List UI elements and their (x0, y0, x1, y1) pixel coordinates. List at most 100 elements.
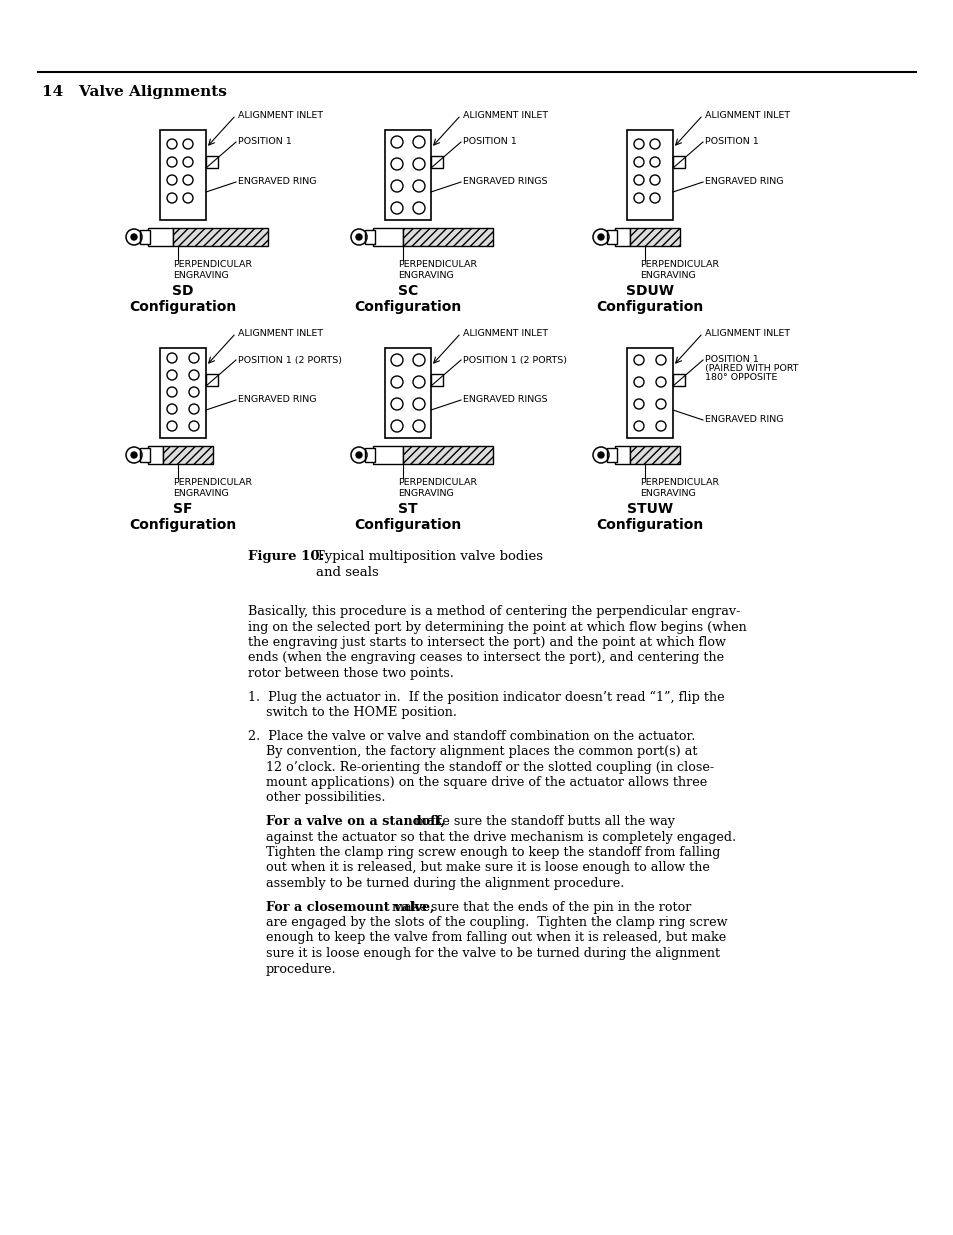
Text: the engraving just starts to intersect the port) and the point at which flow: the engraving just starts to intersect t… (248, 636, 725, 650)
Bar (626, 348, 672, 438)
Text: PERPENDICULAR: PERPENDICULAR (397, 478, 476, 487)
Text: ENGRAVED RINGS: ENGRAVED RINGS (462, 395, 547, 405)
Text: 12 o’clock. Re-orienting the standoff or the slotted coupling (in close-: 12 o’clock. Re-orienting the standoff or… (266, 761, 714, 773)
Bar (672, 373, 684, 385)
Text: SDUW: SDUW (625, 284, 673, 298)
Text: PERPENDICULAR: PERPENDICULAR (397, 261, 476, 269)
Text: other possibilities.: other possibilities. (266, 792, 385, 804)
Text: 1.  Plug the actuator in.  If the position indicator doesn’t read “1”, flip the: 1. Plug the actuator in. If the position… (248, 690, 724, 704)
Text: ALIGNMENT INLET: ALIGNMENT INLET (237, 329, 323, 337)
Text: PERPENDICULAR: PERPENDICULAR (172, 261, 252, 269)
Text: PERPENDICULAR: PERPENDICULAR (639, 261, 719, 269)
Bar (148, 228, 172, 246)
Text: ALIGNMENT INLET: ALIGNMENT INLET (462, 329, 548, 337)
Text: ALIGNMENT INLET: ALIGNMENT INLET (704, 110, 789, 120)
Text: For a valve on a standoff,: For a valve on a standoff, (266, 815, 445, 827)
Text: 2.  Place the valve or valve and standoff combination on the actuator.: 2. Place the valve or valve and standoff… (248, 730, 695, 742)
Text: Configuration: Configuration (130, 300, 236, 314)
Text: Configuration: Configuration (354, 300, 461, 314)
Text: ENGRAVING: ENGRAVING (397, 270, 454, 280)
Text: Tighten the clamp ring screw enough to keep the standoff from falling: Tighten the clamp ring screw enough to k… (266, 846, 720, 860)
Text: POSITION 1: POSITION 1 (704, 356, 758, 364)
Text: ENGRAVING: ENGRAVING (397, 489, 454, 498)
Text: SF: SF (173, 501, 193, 516)
Text: procedure.: procedure. (266, 962, 336, 976)
Bar (431, 156, 442, 168)
Circle shape (131, 452, 137, 458)
Bar (385, 348, 431, 438)
Text: make sure the standoff butts all the way: make sure the standoff butts all the way (411, 815, 675, 827)
Text: SC: SC (397, 284, 417, 298)
Text: ALIGNMENT INLET: ALIGNMENT INLET (462, 110, 548, 120)
Text: ALIGNMENT INLET: ALIGNMENT INLET (704, 329, 789, 337)
Bar (160, 130, 206, 220)
Bar (172, 228, 268, 246)
Text: ENGRAVING: ENGRAVING (639, 270, 695, 280)
Bar (402, 446, 493, 464)
Text: ENGRAVING: ENGRAVING (639, 489, 695, 498)
Text: sure it is loose enough for the valve to be turned during the alignment: sure it is loose enough for the valve to… (266, 947, 720, 960)
Bar (606, 448, 617, 462)
Bar (373, 228, 402, 246)
Bar (629, 228, 679, 246)
Bar (385, 130, 431, 220)
Text: rotor between those two points.: rotor between those two points. (248, 667, 454, 680)
Text: enough to keep the valve from falling out when it is released, but make: enough to keep the valve from falling ou… (266, 931, 725, 945)
Text: Configuration: Configuration (354, 517, 461, 532)
Text: ALIGNMENT INLET: ALIGNMENT INLET (237, 110, 323, 120)
Text: ST: ST (397, 501, 417, 516)
Text: Configuration: Configuration (596, 517, 703, 532)
Text: (PAIRED WITH PORT: (PAIRED WITH PORT (704, 364, 798, 373)
Bar (140, 448, 150, 462)
Text: POSITION 1 (2 PORTS): POSITION 1 (2 PORTS) (462, 356, 566, 364)
Text: assembly to be turned during the alignment procedure.: assembly to be turned during the alignme… (266, 877, 623, 890)
Text: 14   Valve Alignments: 14 Valve Alignments (42, 85, 227, 99)
Text: ing on the selected port by determining the point at which flow begins (when: ing on the selected port by determining … (248, 620, 746, 634)
Bar (373, 446, 402, 464)
Text: STUW: STUW (626, 501, 673, 516)
Circle shape (355, 452, 361, 458)
Text: ENGRAVED RING: ENGRAVED RING (704, 178, 782, 186)
Text: POSITION 1: POSITION 1 (462, 137, 517, 147)
Text: out when it is released, but make sure it is loose enough to allow the: out when it is released, but make sure i… (266, 862, 709, 874)
Text: ENGRAVING: ENGRAVING (172, 489, 229, 498)
Text: and seals: and seals (315, 566, 378, 579)
Text: Figure 10:: Figure 10: (248, 550, 324, 563)
Bar (206, 373, 218, 385)
Text: ENGRAVED RING: ENGRAVED RING (704, 415, 782, 425)
Text: Basically, this procedure is a method of centering the perpendicular engrav-: Basically, this procedure is a method of… (248, 605, 740, 618)
Bar (402, 228, 493, 246)
Text: 180° OPPOSITE: 180° OPPOSITE (704, 373, 777, 383)
Text: POSITION 1: POSITION 1 (237, 137, 292, 147)
Text: Configuration: Configuration (130, 517, 236, 532)
Bar (163, 446, 213, 464)
Bar (148, 446, 163, 464)
Bar (626, 130, 672, 220)
Text: PERPENDICULAR: PERPENDICULAR (639, 478, 719, 487)
Bar (615, 228, 629, 246)
Bar (365, 230, 375, 245)
Text: POSITION 1 (2 PORTS): POSITION 1 (2 PORTS) (237, 356, 341, 364)
Text: Configuration: Configuration (596, 300, 703, 314)
Bar (615, 446, 629, 464)
Text: By convention, the factory alignment places the common port(s) at: By convention, the factory alignment pla… (266, 745, 697, 758)
Bar (160, 348, 206, 438)
Text: ENGRAVED RING: ENGRAVED RING (237, 395, 316, 405)
Circle shape (598, 233, 603, 240)
Text: POSITION 1: POSITION 1 (704, 137, 758, 147)
Bar (140, 230, 150, 245)
Circle shape (355, 233, 361, 240)
Bar (606, 230, 617, 245)
Bar (431, 373, 442, 385)
Text: mount applications) on the square drive of the actuator allows three: mount applications) on the square drive … (266, 776, 706, 789)
Bar (672, 156, 684, 168)
Text: ENGRAVED RINGS: ENGRAVED RINGS (462, 178, 547, 186)
Bar (629, 446, 679, 464)
Text: are engaged by the slots of the coupling.  Tighten the clamp ring screw: are engaged by the slots of the coupling… (266, 916, 727, 929)
Text: ENGRAVED RING: ENGRAVED RING (237, 178, 316, 186)
Text: For a closemount valve,: For a closemount valve, (266, 900, 434, 914)
Circle shape (131, 233, 137, 240)
Text: PERPENDICULAR: PERPENDICULAR (172, 478, 252, 487)
Text: ends (when the engraving ceases to intersect the port), and centering the: ends (when the engraving ceases to inter… (248, 652, 723, 664)
Bar (206, 156, 218, 168)
